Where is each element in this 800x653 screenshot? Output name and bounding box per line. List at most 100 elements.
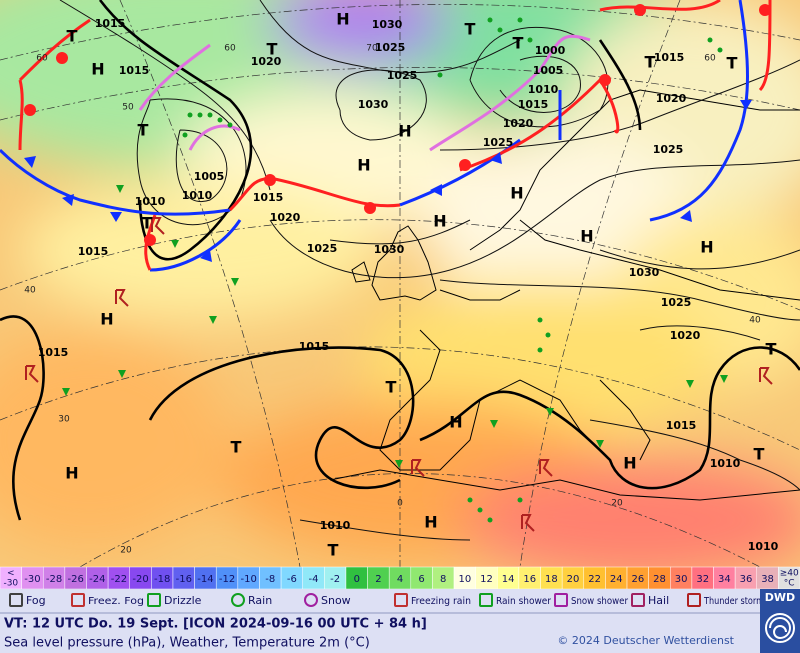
pressure-label: 1015: [78, 245, 109, 258]
scale-label: 2: [375, 574, 381, 585]
pressure-label: 1020: [656, 92, 687, 105]
scale-label: 28: [653, 574, 666, 585]
latitude-label: 20: [120, 546, 132, 556]
pressure-label: 1010: [748, 540, 779, 553]
latitude-label: 60: [704, 54, 716, 64]
scale-label: 6: [418, 574, 424, 585]
pressure-center: H: [91, 60, 104, 79]
pressure-label: 1005: [533, 64, 564, 77]
weather-label: Fog: [26, 594, 46, 607]
weather-label: Rain shower: [496, 596, 552, 607]
pressure-center: H: [449, 413, 462, 432]
pressure-label: 1020: [503, 117, 534, 130]
scale-label: 0: [354, 574, 360, 585]
scale-label: 22: [588, 574, 601, 585]
temperature-scale: <-30 -30 -28 -26 -24 -22 -20 -18 -16 -14 -12 -10 -8-…: [0, 566, 800, 590]
pressure-label: 1010: [135, 195, 166, 208]
pressure-center: T: [67, 27, 78, 46]
fronts: [0, 0, 772, 272]
weather-label: Rain: [248, 594, 272, 607]
scale-label: 30: [675, 574, 688, 585]
latitude-label: 30: [58, 415, 70, 425]
pressure-label: 1025: [375, 41, 406, 54]
pressure-label: 1000: [535, 44, 566, 57]
scale-label: -16: [176, 574, 192, 585]
pressure-center: T: [386, 378, 397, 397]
weather-label: Thunder storm: [703, 596, 764, 607]
pressure-center: T: [267, 40, 278, 59]
weather-icon: [71, 593, 85, 607]
pressure-center: H: [700, 238, 713, 257]
weather-label: Freez. Fog: [88, 596, 144, 607]
scale-label: -30: [24, 574, 40, 585]
latitude-label: 40: [24, 286, 36, 296]
pressure-label: 1025: [483, 136, 514, 149]
scale-label: -12: [219, 574, 235, 585]
pressure-label: 1015: [654, 51, 685, 64]
coastlines: [329, 89, 800, 501]
scale-label: 32: [696, 574, 709, 585]
pressure-center: H: [100, 310, 113, 329]
latitude-label: 0: [397, 499, 403, 509]
weather-icon: [304, 593, 318, 607]
pressure-label: 1010: [710, 457, 741, 470]
pressure-label: 1015: [95, 17, 126, 30]
pressure-label: 1015: [119, 64, 150, 77]
pressure-label: 1010: [182, 189, 213, 202]
pressure-label: 1025: [387, 69, 418, 82]
pressure-label: 1020: [670, 329, 701, 342]
map: 1015 1030 1025 1020 1015 1025 1000 1005 1010 1015…: [0, 0, 800, 567]
pressure-label: 1015: [666, 419, 697, 432]
weather-icon: [631, 593, 645, 607]
pressure-center: H: [424, 513, 437, 532]
pressure-label: 1010: [320, 519, 351, 532]
pressure-center: T: [138, 121, 149, 140]
pressure-label: 1030: [629, 266, 660, 279]
thunderstorm-symbols: [25, 217, 773, 532]
pressure-center: T: [513, 34, 524, 53]
scale-label: -30: [3, 579, 18, 589]
scale-label: 26: [631, 574, 644, 585]
scale-label: 8: [440, 574, 446, 585]
pressure-center: T: [465, 20, 476, 39]
latitude-label: 40: [749, 316, 761, 326]
pressure-label: 1005: [194, 170, 225, 183]
latitude-label: 60: [224, 44, 236, 54]
pressure-center: H: [510, 184, 523, 203]
pressure-center: H: [580, 227, 593, 246]
scale-label: 10: [458, 574, 471, 585]
weather-label: Drizzle: [164, 594, 202, 607]
scale-label: -22: [111, 574, 127, 585]
pressure-label: 1020: [251, 55, 282, 68]
weather-icon: [479, 593, 493, 607]
description: Sea level pressure (hPa), Weather, Tempe…: [4, 636, 370, 651]
legend-background: [0, 589, 800, 653]
scale-label: -6: [287, 574, 297, 585]
weather-icon: [394, 593, 408, 607]
scale-label: -26: [68, 574, 84, 585]
scale-label: ≥40: [780, 569, 799, 579]
pressure-label: 1015: [299, 340, 330, 353]
scale-label: -4: [309, 574, 319, 585]
pressure-label: 1030: [372, 18, 403, 31]
pressure-label: 1015: [38, 346, 69, 359]
scale-label: <: [7, 569, 15, 579]
scale-label: 12: [480, 574, 493, 585]
latitude-label: 20: [611, 499, 623, 509]
dwd-logo-text: DWD: [765, 591, 795, 604]
scale-label: -14: [197, 574, 213, 585]
scale-label: 18: [545, 574, 558, 585]
weather-label: Freezing rain: [411, 596, 471, 607]
copyright: © 2024 Deutscher Wetterdienst: [557, 634, 734, 647]
scale-label: 24: [610, 574, 623, 585]
weather-icon: [9, 593, 23, 607]
pressure-center: H: [336, 10, 349, 29]
scale-label: -24: [89, 574, 105, 585]
pressure-label: 1030: [374, 243, 405, 256]
scale-label: -18: [154, 574, 170, 585]
graticule: [0, 0, 800, 567]
isobars: [0, 0, 800, 541]
pressure-center: H: [433, 212, 446, 231]
scale-label: -10: [240, 574, 256, 585]
